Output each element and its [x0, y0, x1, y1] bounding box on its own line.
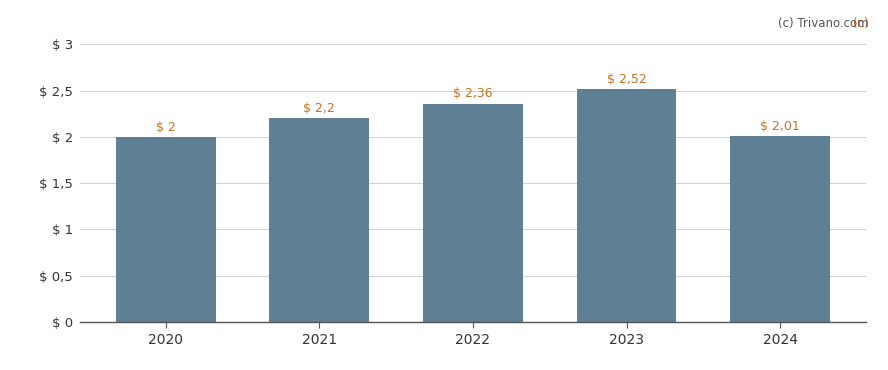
Bar: [115, 137, 216, 322]
Text: (c): (c): [852, 17, 868, 30]
Bar: [269, 118, 369, 322]
Text: $ 2: $ 2: [155, 121, 176, 134]
Text: (c) Trivano.com: (c) Trivano.com: [778, 17, 868, 30]
Bar: [576, 89, 677, 322]
Text: $ 2,52: $ 2,52: [607, 73, 646, 85]
Text: $ 2,36: $ 2,36: [453, 87, 493, 100]
Bar: [423, 104, 523, 322]
Text: $ 2,2: $ 2,2: [304, 102, 335, 115]
Bar: [730, 136, 830, 322]
Text: $ 2,01: $ 2,01: [760, 120, 800, 133]
